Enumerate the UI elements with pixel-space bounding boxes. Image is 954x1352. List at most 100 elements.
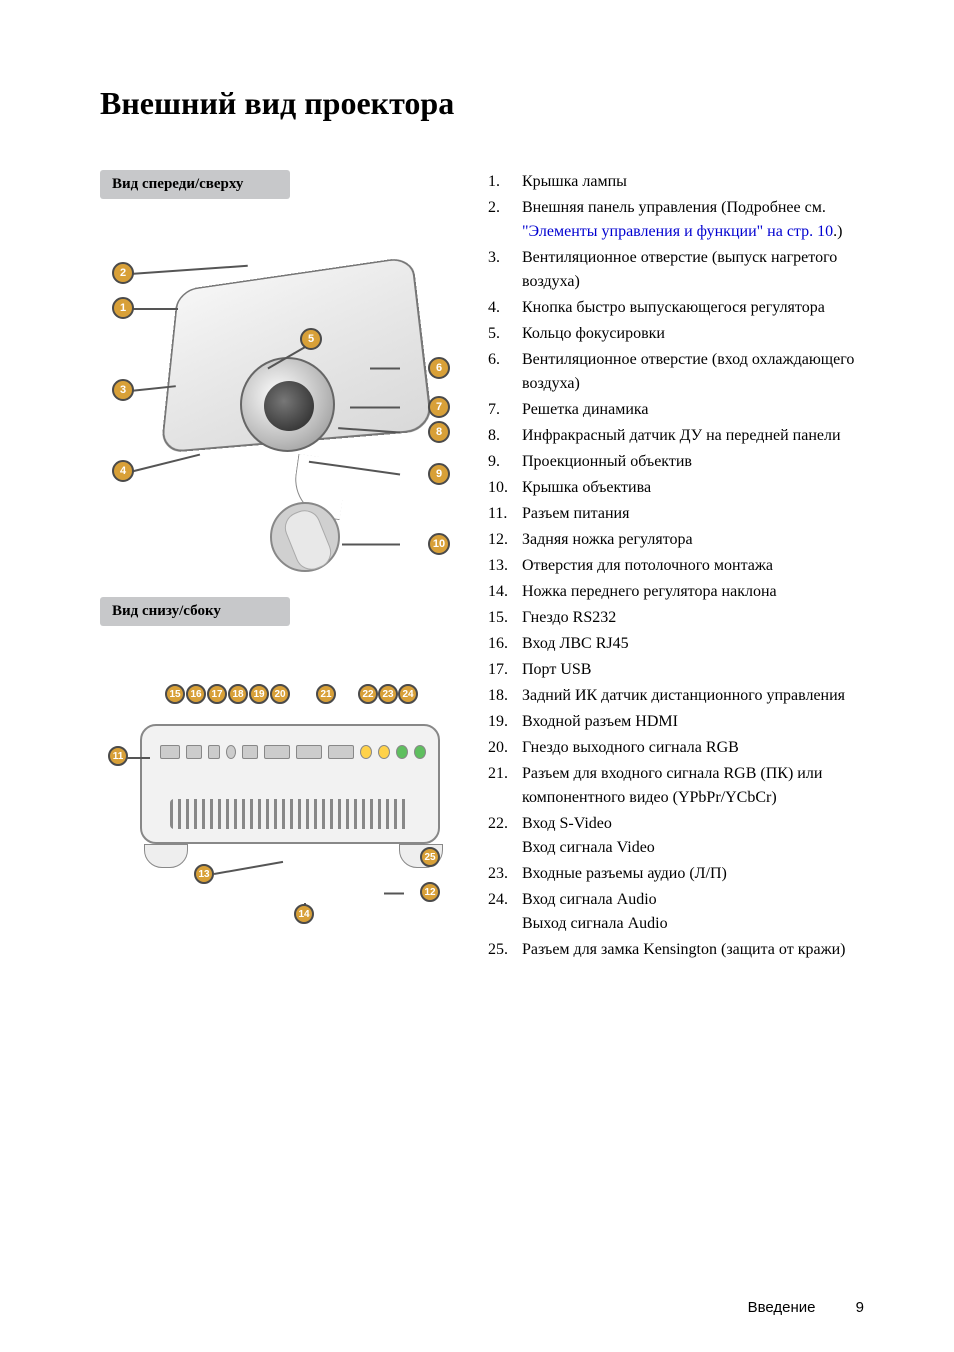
part-number: 13. xyxy=(488,554,522,578)
part-number: 9. xyxy=(488,450,522,474)
projector-feet xyxy=(144,844,444,874)
part-number: 21. xyxy=(488,762,522,810)
parts-list-item: 19.Входной разъем HDMI xyxy=(488,710,864,734)
parts-list-item: 24.Вход сигнала AudioВыход сигнала Audio xyxy=(488,888,864,936)
part-number: 7. xyxy=(488,398,522,422)
part-text: Вход ЛВС RJ45 xyxy=(522,632,864,656)
part-text: Входные разъемы аудио (Л/П) xyxy=(522,862,864,886)
part-text: Внешняя панель управления (Подробнее см.… xyxy=(522,196,864,244)
parts-list-item: 2.Внешняя панель управления (Подробнее с… xyxy=(488,196,864,244)
callout-1: 1 xyxy=(112,297,134,319)
parts-list-item: 4.Кнопка быстро выпускающегося регулятор… xyxy=(488,296,864,320)
parts-list-item: 20.Гнездо выходного сигнала RGB xyxy=(488,736,864,760)
projector-lens xyxy=(240,357,335,452)
lens-cap xyxy=(270,502,340,572)
part-number: 19. xyxy=(488,710,522,734)
part-number: 1. xyxy=(488,170,522,194)
part-number: 20. xyxy=(488,736,522,760)
part-text: Вентиляционное отверстие (вход охлаждающ… xyxy=(522,348,864,396)
callout-21: 21 xyxy=(316,684,336,704)
parts-list-item: 11.Разъем питания xyxy=(488,502,864,526)
part-text: Задний ИК датчик дистанционного управлен… xyxy=(522,684,864,708)
callout-17: 17 xyxy=(207,684,227,704)
parts-list-item: 8.Инфракрасный датчик ДУ на передней пан… xyxy=(488,424,864,448)
callout-15: 15 xyxy=(165,684,185,704)
part-text: Проекционный объектив xyxy=(522,450,864,474)
part-number: 10. xyxy=(488,476,522,500)
parts-list-item: 22.Вход S-VideoВход сигнала Video xyxy=(488,812,864,860)
callout-23: 23 xyxy=(378,684,398,704)
callout-8: 8 xyxy=(428,421,450,443)
part-text: Разъем питания xyxy=(522,502,864,526)
part-text: Разъем для замка Kensington (защита от к… xyxy=(522,938,864,962)
callout-4: 4 xyxy=(112,460,134,482)
footer-section: Введение xyxy=(748,1299,816,1316)
callout-13: 13 xyxy=(194,864,214,884)
part-number: 17. xyxy=(488,658,522,682)
parts-list-item: 14.Ножка переднего регулятора наклона xyxy=(488,580,864,604)
part-number: 2. xyxy=(488,196,522,244)
part-text: Отверстия для потолочного монтажа xyxy=(522,554,864,578)
parts-list-item: 21.Разъем для входного сигнала RGB (ПК) … xyxy=(488,762,864,810)
callout-24: 24 xyxy=(398,684,418,704)
part-number: 6. xyxy=(488,348,522,396)
part-text: Вход сигнала AudioВыход сигнала Audio xyxy=(522,888,864,936)
callout-11: 11 xyxy=(108,746,128,766)
parts-list-item: 23.Входные разъемы аудио (Л/П) xyxy=(488,862,864,886)
part-text: Инфракрасный датчик ДУ на передней панел… xyxy=(522,424,864,448)
left-column: Вид спереди/сверху 12345678910 Вид снизу… xyxy=(100,170,460,964)
part-text: Порт USB xyxy=(522,658,864,682)
part-number: 16. xyxy=(488,632,522,656)
label-bottom-side: Вид снизу/сбоку xyxy=(100,597,290,626)
part-number: 4. xyxy=(488,296,522,320)
callout-5: 5 xyxy=(300,328,322,350)
parts-list-item: 17.Порт USB xyxy=(488,658,864,682)
parts-list: 1.Крышка лампы2.Внешняя панель управлени… xyxy=(488,170,864,962)
part-text: Разъем для входного сигнала RGB (ПК) или… xyxy=(522,762,864,810)
part-text: Крышка лампы xyxy=(522,170,864,194)
part-number: 11. xyxy=(488,502,522,526)
callout-20: 20 xyxy=(270,684,290,704)
callout-2: 2 xyxy=(112,262,134,284)
cross-reference-link[interactable]: "Элементы управления и функции" на стр. … xyxy=(522,223,833,240)
parts-list-item: 18.Задний ИК датчик дистанционного управ… xyxy=(488,684,864,708)
callout-10: 10 xyxy=(428,533,450,555)
parts-list-item: 25.Разъем для замка Kensington (защита о… xyxy=(488,938,864,962)
part-number: 5. xyxy=(488,322,522,346)
callout-16: 16 xyxy=(186,684,206,704)
port-row xyxy=(160,739,430,765)
part-text: Вентиляционное отверстие (выпуск нагрето… xyxy=(522,246,864,294)
right-column: 1.Крышка лампы2.Внешняя панель управлени… xyxy=(488,170,864,964)
part-number: 14. xyxy=(488,580,522,604)
callout-7: 7 xyxy=(428,396,450,418)
callout-25: 25 xyxy=(420,847,440,867)
part-number: 24. xyxy=(488,888,522,936)
parts-list-item: 16.Вход ЛВС RJ45 xyxy=(488,632,864,656)
parts-list-item: 5.Кольцо фокусировки xyxy=(488,322,864,346)
parts-list-item: 10.Крышка объектива xyxy=(488,476,864,500)
part-number: 12. xyxy=(488,528,522,552)
parts-list-item: 13.Отверстия для потолочного монтажа xyxy=(488,554,864,578)
callout-19: 19 xyxy=(249,684,269,704)
diagram-front-top: 12345678910 xyxy=(100,207,460,567)
parts-list-item: 1.Крышка лампы xyxy=(488,170,864,194)
parts-list-item: 12.Задняя ножка регулятора xyxy=(488,528,864,552)
part-number: 15. xyxy=(488,606,522,630)
part-number: 18. xyxy=(488,684,522,708)
callout-12: 12 xyxy=(420,882,440,902)
part-text: Вход S-VideoВход сигнала Video xyxy=(522,812,864,860)
projector-grille xyxy=(170,799,410,829)
part-number: 22. xyxy=(488,812,522,860)
callout-22: 22 xyxy=(358,684,378,704)
part-text: Задняя ножка регулятора xyxy=(522,528,864,552)
part-text: Входной разъем HDMI xyxy=(522,710,864,734)
callout-18: 18 xyxy=(228,684,248,704)
part-number: 3. xyxy=(488,246,522,294)
content-columns: Вид спереди/сверху 12345678910 Вид снизу… xyxy=(100,170,864,964)
parts-list-item: 15.Гнездо RS232 xyxy=(488,606,864,630)
diagram-bottom-side: 111213141516171819202122232425 xyxy=(100,644,460,944)
callout-3: 3 xyxy=(112,379,134,401)
parts-list-item: 3.Вентиляционное отверстие (выпуск нагре… xyxy=(488,246,864,294)
part-text: Кольцо фокусировки xyxy=(522,322,864,346)
part-text: Гнездо RS232 xyxy=(522,606,864,630)
